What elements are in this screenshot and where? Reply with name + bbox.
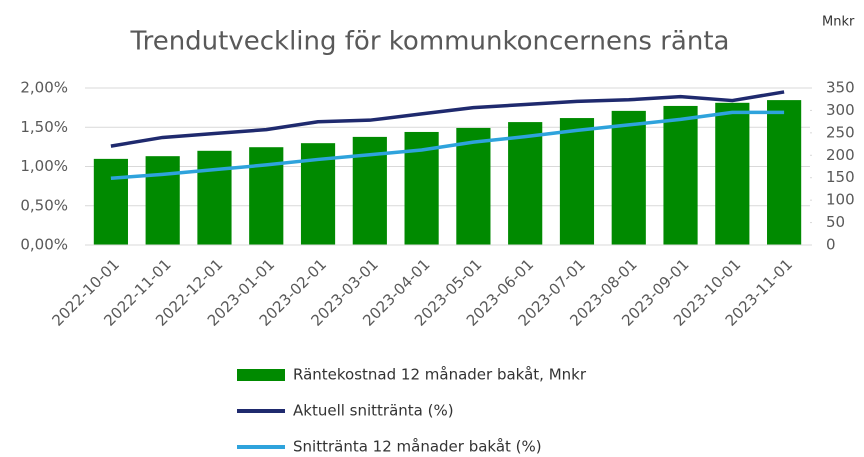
y2-tick-label: 200 <box>826 146 855 164</box>
y2-tick-label: 100 <box>826 191 855 209</box>
bar <box>611 110 646 246</box>
y-tick-label: 0,00% <box>20 236 68 254</box>
y2-axis-label: Mnkr <box>822 15 855 30</box>
chart-title: Trendutveckling för kommunkoncernens rän… <box>130 27 730 57</box>
bar <box>93 158 128 245</box>
y-tick-label: 2,00% <box>20 79 68 97</box>
legend-label: Räntekostnad 12 månader bakåt, Mnkr <box>293 366 587 384</box>
y2-tick-label: 250 <box>826 123 855 141</box>
legend-label: Aktuell snittränta (%) <box>293 402 454 420</box>
bar <box>249 147 284 245</box>
bar <box>508 122 543 245</box>
y2-tick-label: 150 <box>826 168 855 186</box>
y2-tick-label: 350 <box>826 79 855 97</box>
y-tick-label: 0,50% <box>20 196 68 214</box>
bar <box>767 100 802 246</box>
line <box>110 90 785 148</box>
legend-swatch <box>237 369 285 381</box>
line <box>110 110 785 181</box>
y2-tick-label: 300 <box>826 101 855 119</box>
bar <box>559 118 595 245</box>
y-tick-label: 1,00% <box>20 157 68 175</box>
y-tick-label: 1,50% <box>20 118 68 136</box>
bar <box>715 102 750 245</box>
y2-tick-label: 50 <box>826 213 845 231</box>
bar <box>197 150 232 245</box>
bar <box>456 127 491 245</box>
bar <box>663 105 698 245</box>
bar <box>145 156 180 245</box>
legend-label: Snittränta 12 månader bakåt (%) <box>293 438 542 456</box>
y2-tick-label: 0 <box>826 236 836 254</box>
